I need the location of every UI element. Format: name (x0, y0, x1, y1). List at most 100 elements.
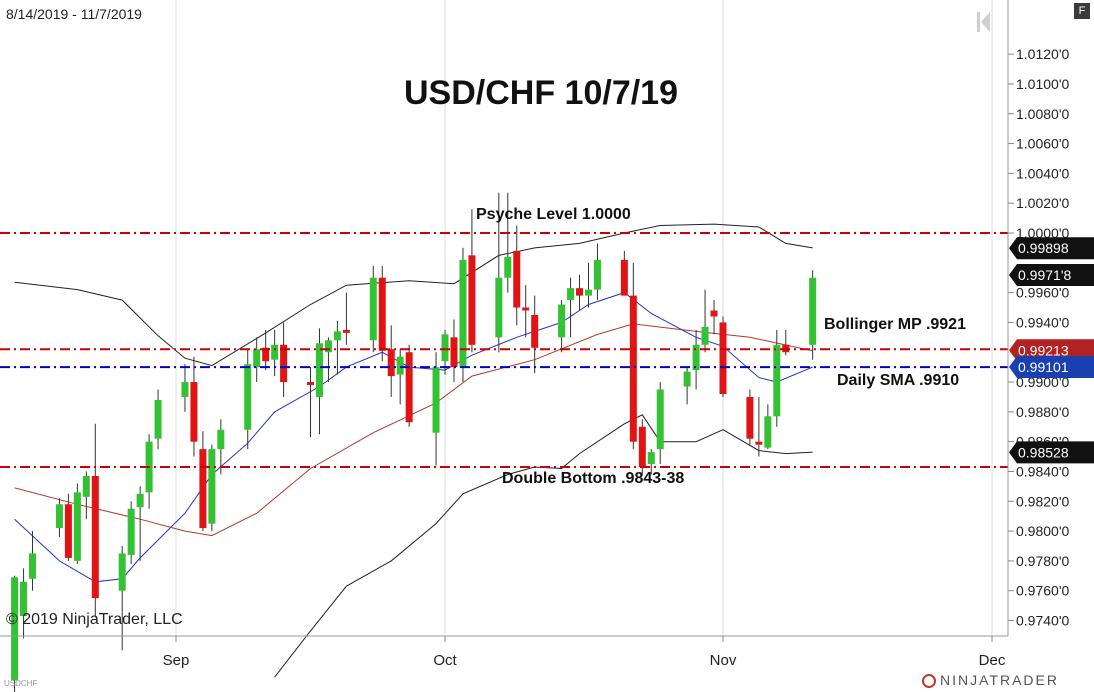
ninjatrader-logo: NINJATRADER (922, 672, 1059, 688)
bear-candle (576, 288, 584, 296)
bear-candle (513, 250, 521, 308)
bollinger-mp-label: Bollinger MP .9921 (824, 316, 966, 333)
y-tick-label: 0.9760'0 (1016, 583, 1069, 599)
psyche-level-label: Psyche Level 1.0000 (476, 206, 631, 223)
double-bottom-label: Double Bottom .9843-38 (502, 470, 685, 487)
date-range: 8/14/2019 - 11/7/2019 (6, 6, 142, 22)
bull-candle (396, 356, 404, 375)
x-tick-label: Dec (979, 652, 1006, 669)
bull-candle (432, 367, 440, 433)
bear-candle (468, 255, 476, 345)
indicator-lines (14, 223, 813, 678)
price-marker-label: 0.9971'8 (1018, 267, 1071, 283)
bear-candle (190, 382, 198, 442)
bull-candle (29, 553, 37, 579)
bear-candle (342, 329, 350, 333)
bear-candle (262, 347, 270, 362)
bull-candle (127, 508, 135, 555)
bear-candle (405, 352, 413, 423)
y-tick-label: 0.9880'0 (1016, 404, 1069, 420)
y-tick-label: 0.9820'0 (1016, 493, 1069, 509)
bull-candle (253, 349, 261, 368)
time-axis[interactable]: Sep Oct Nov Dec (163, 636, 1006, 669)
bull-candle (809, 277, 817, 345)
bear-candle (638, 426, 646, 467)
bull-candle (217, 429, 225, 450)
bollinger-lower-band (274, 414, 813, 678)
price-marker-flag (1009, 264, 1094, 287)
bull-candle (656, 389, 664, 450)
bull-candle (136, 493, 144, 508)
bear-candle (64, 504, 72, 558)
price-marker-label: 0.98528 (1018, 444, 1069, 460)
price-marker-flag (1009, 237, 1094, 260)
price-marker-label: 0.99898 (1018, 240, 1069, 256)
bull-candle (154, 399, 162, 439)
symbol-tag: USDCHF (4, 679, 38, 688)
bull-candle (73, 492, 81, 561)
bear-candle (280, 344, 288, 383)
chart-title: USD/CHF 10/7/19 (404, 74, 678, 112)
candles (11, 192, 817, 692)
f-toggle-button[interactable]: F (1074, 3, 1090, 19)
bear-candle (746, 396, 754, 439)
bear-candle (450, 337, 458, 368)
y-tick-label: 0.9840'0 (1016, 463, 1069, 479)
y-tick-label: 0.9900'0 (1016, 374, 1069, 390)
bull-candle (118, 553, 126, 591)
price-marker-label: 0.99213 (1018, 342, 1069, 358)
bear-candle (531, 314, 539, 348)
bear-candle (755, 441, 763, 445)
y-tick-label: 0.9800'0 (1016, 523, 1069, 539)
bull-candle (593, 259, 601, 290)
y-tick-label: 0.9940'0 (1016, 314, 1069, 330)
copyright-text: © 2019 NinjaTrader, LLC (6, 611, 183, 628)
bear-candle (378, 277, 386, 351)
ninjatrader-mark-icon (922, 674, 936, 688)
bull-candle (82, 475, 90, 497)
y-tick-label: 1.0040'0 (1016, 165, 1069, 181)
bull-candle (244, 364, 252, 430)
y-tick-label: 1.0080'0 (1016, 106, 1069, 122)
y-tick-label: 1.0000'0 (1016, 225, 1069, 241)
y-tick-label: 1.0120'0 (1016, 46, 1069, 62)
bear-candle (719, 322, 727, 394)
x-tick-label: Sep (163, 652, 190, 669)
bull-candle (647, 452, 655, 465)
x-tick-label: Oct (433, 652, 457, 669)
y-tick-label: 1.0100'0 (1016, 76, 1069, 92)
y-tick-label: 1.0020'0 (1016, 195, 1069, 211)
bull-candle (692, 344, 700, 371)
x-tick-label: Nov (710, 652, 737, 669)
bull-candle (584, 289, 592, 296)
bull-candle (208, 449, 216, 524)
price-marker-label: 0.99101 (1018, 359, 1069, 375)
bull-candle (773, 344, 781, 417)
bear-candle (620, 259, 628, 296)
bull-candle (504, 256, 512, 278)
price-marker-flag (1009, 339, 1094, 362)
skip-to-start-icon[interactable] (974, 10, 994, 34)
y-tick-label: 0.9960'0 (1016, 285, 1069, 301)
bull-candle (55, 504, 63, 529)
bull-candle (271, 344, 279, 360)
price-marker-flag (1009, 355, 1094, 378)
daily-sma-label: Daily SMA .9910 (837, 372, 960, 389)
bear-candle (710, 310, 718, 317)
bear-candle (199, 449, 207, 529)
bollinger-upper-band (14, 223, 813, 367)
bull-candle (683, 371, 691, 387)
bull-candle (558, 304, 566, 338)
bull-candle (333, 331, 341, 341)
bull-candle (441, 334, 449, 362)
y-tick-label: 1.0060'0 (1016, 136, 1069, 152)
y-tick-label: 0.9740'0 (1016, 613, 1069, 629)
bull-candle (11, 577, 19, 681)
bull-candle (567, 288, 575, 301)
bear-candle (629, 295, 637, 442)
brand-text: NINJATRADER (940, 672, 1059, 688)
price-axis[interactable]: 1.0120'0 1.0100'0 1.0080'0 1.0060'0 1.0040'0… (0, 0, 1094, 637)
bull-candle (701, 326, 709, 345)
bull-candle (459, 259, 467, 368)
